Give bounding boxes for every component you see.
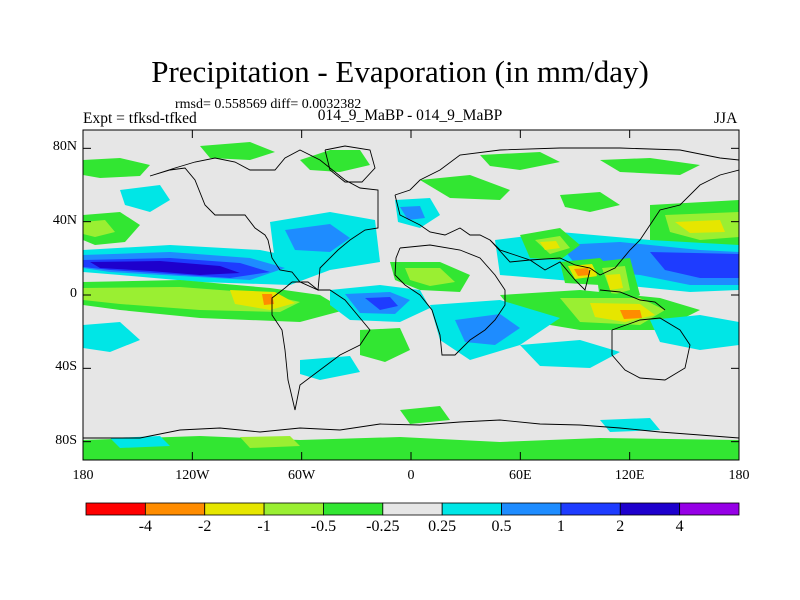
colorbar-label: 0.5: [491, 518, 512, 535]
x-tick-label: 120W: [175, 468, 210, 483]
colorbar-swatch: [323, 502, 384, 516]
x-tick-label: 60E: [509, 468, 532, 483]
continent-outlines: [83, 145, 739, 439]
colorbar-swatch: [560, 502, 621, 516]
colorbar-label: -2: [198, 518, 212, 535]
colorbar-label: -0.5: [310, 518, 337, 535]
colorbar-swatch: [85, 502, 146, 516]
colorbar-label: 0.25: [428, 518, 457, 535]
colorbar-swatch: [441, 502, 502, 516]
experiment-label: Expt = tfksd-tfked: [83, 110, 197, 127]
colorbar-label: 4: [675, 518, 684, 535]
colorbar: [85, 502, 740, 516]
colorbar-label: 2: [616, 518, 625, 535]
y-tick-label: 80S: [55, 432, 77, 448]
colorbar-swatch: [263, 502, 324, 516]
case-label: 014_9_MaBP - 014_9_MaBP: [317, 107, 503, 124]
contour-fill: [83, 142, 739, 460]
y-tick-label: 0: [70, 286, 77, 301]
colorbar-swatch: [619, 502, 681, 516]
y-tick-label: 40S: [55, 359, 77, 375]
colorbar-label: -1: [257, 518, 271, 535]
colorbar-swatch: [204, 502, 265, 516]
y-tick-label: 40N: [52, 212, 77, 228]
colorbar-swatch: [679, 502, 740, 516]
colorbar-label: -0.25: [366, 518, 400, 535]
season-label: JJA: [714, 110, 738, 127]
colorbar-swatch: [501, 502, 562, 516]
colorbar-label: -4: [138, 518, 153, 535]
y-tick-label: 80N: [52, 139, 77, 155]
axis-ticks: [82, 130, 740, 460]
colorbar-label: 1: [556, 518, 565, 535]
colorbar-swatch: [382, 502, 443, 516]
x-tick-label: 180: [72, 468, 94, 483]
x-tick-label: 180: [728, 468, 750, 483]
page-title: Precipitation - Evaporation (in mm/day): [151, 54, 649, 89]
x-tick-label: 0: [407, 468, 415, 483]
x-tick-label: 60W: [288, 468, 316, 483]
stats-label: rmsd= 0.558569 diff= 0.0032382: [175, 97, 362, 112]
colorbar-swatch: [144, 502, 206, 516]
x-tick-label: 120E: [614, 468, 645, 483]
